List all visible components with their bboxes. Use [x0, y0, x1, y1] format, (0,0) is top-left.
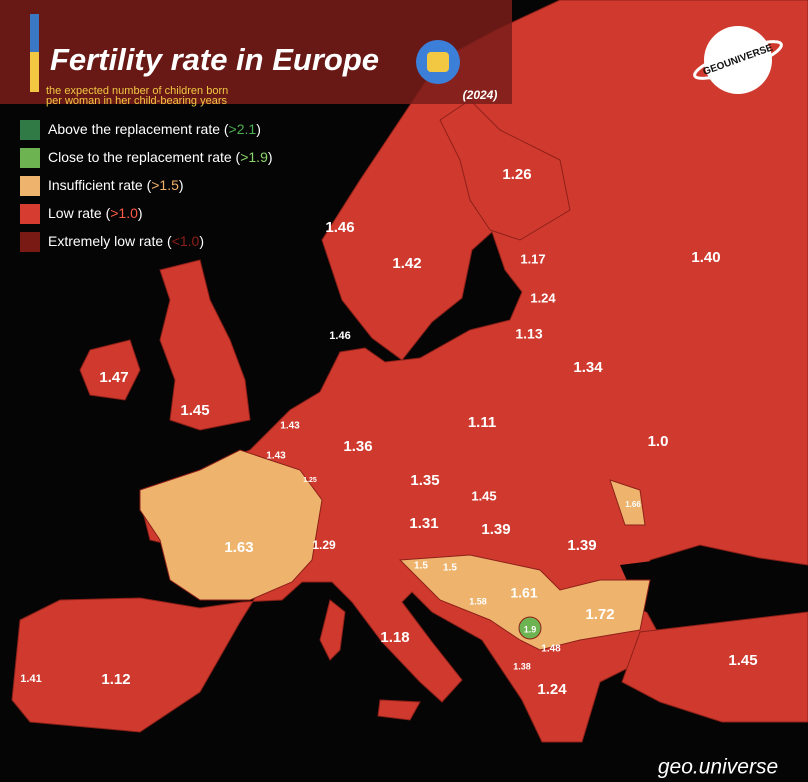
- legend-text: Above the replacement rate (: [48, 121, 229, 137]
- subtitle: the expected number of children born: [46, 85, 228, 97]
- footer-handle: geo.universe: [658, 756, 778, 779]
- country-value: 1.12: [101, 671, 130, 688]
- map-labels: 1.26 1.46 1.42 1.17 1.40 1.24 1.46 1.13 1.47 1.34…: [20, 166, 757, 698]
- legend-threshold: >1.0: [110, 205, 138, 221]
- land: [11, 0, 808, 743]
- country-value: 1.45: [471, 488, 496, 503]
- country-value: 1.11: [468, 414, 496, 431]
- country-value: 1.36: [343, 438, 372, 455]
- legend-label: Close to the replacement rate (>1.9): [48, 149, 273, 165]
- kosovo: [518, 616, 542, 640]
- country-value: 1.58: [469, 596, 487, 606]
- legend-threshold: >1.9: [240, 149, 268, 165]
- country-value: 1.17: [520, 251, 545, 266]
- country-value: 1.47: [99, 369, 128, 386]
- country-value: 1.45: [180, 402, 209, 419]
- legend-swatch: [20, 148, 40, 168]
- title-icon-inner: [427, 52, 449, 72]
- country-value: 1.25: [303, 477, 317, 484]
- legend-label: Extremely low rate (<1.0): [48, 233, 204, 249]
- country-value: 1.24: [530, 290, 556, 305]
- legend-text: ): [199, 233, 204, 249]
- country-value: 1.34: [573, 359, 603, 376]
- brand-ring: [693, 40, 783, 80]
- legend-swatch: [20, 176, 40, 196]
- country-value: 1.46: [325, 219, 354, 236]
- country-value: 1.48: [541, 644, 561, 655]
- country-value: 1.24: [537, 681, 567, 698]
- legend-label: Low rate (>1.0): [48, 205, 143, 221]
- country-value: 1.41: [20, 673, 41, 685]
- country-value: 1.45: [728, 652, 757, 669]
- country-value: 1.18: [380, 629, 409, 646]
- country-value: 1.29: [312, 538, 336, 552]
- country-value: 1.66: [625, 500, 641, 509]
- legend-swatch: [20, 120, 40, 140]
- subtitle: per woman in her child-bearing years: [46, 95, 227, 107]
- country-value: 1.5: [414, 561, 428, 572]
- legend-swatch: [20, 204, 40, 224]
- legend-text: ): [179, 177, 184, 193]
- moldova: [609, 479, 646, 526]
- country-value: 1.39: [481, 521, 510, 538]
- country-value: 1.26: [502, 166, 531, 183]
- country-value: 1.72: [585, 606, 614, 623]
- balkans: [398, 554, 651, 651]
- legend-text: ): [256, 121, 261, 137]
- legend-text: ): [138, 205, 143, 221]
- country-value: 1.38: [513, 661, 531, 671]
- flag-blue: [30, 14, 39, 52]
- legend-threshold: >1.5: [151, 177, 179, 193]
- country-value: 1.46: [329, 330, 350, 342]
- country-value: 1.39: [567, 537, 596, 554]
- country-value: 1.35: [410, 472, 439, 489]
- country-value: 1.63: [224, 539, 253, 556]
- title: Fertility rate in Europe: [50, 42, 379, 77]
- country-value: 1.5: [443, 563, 457, 574]
- legend-text: Low rate (: [48, 205, 111, 221]
- legend-text: Extremely low rate (: [48, 233, 172, 249]
- country-value: 1.9: [524, 624, 537, 634]
- france: [139, 449, 323, 601]
- flag-yellow: [30, 52, 39, 92]
- legend: Above the replacement rate (>2.1)Close t…: [20, 120, 273, 252]
- legend-text: Close to the replacement rate (: [48, 149, 241, 165]
- country-value: 1.40: [691, 249, 720, 266]
- legend-threshold: <1.0: [172, 233, 200, 249]
- country-value: 1.0: [648, 433, 669, 450]
- country-value: 1.61: [510, 585, 537, 601]
- legend-text: ): [268, 149, 273, 165]
- country-value: 1.31: [409, 515, 438, 532]
- country-value: 1.43: [280, 421, 300, 432]
- legend-swatch: [20, 232, 40, 252]
- country-value: 1.43: [266, 451, 286, 462]
- legend-label: Insufficient rate (>1.5): [48, 177, 184, 193]
- legend-label: Above the replacement rate (>2.1): [48, 121, 261, 137]
- legend-text: Insufficient rate (: [48, 177, 152, 193]
- year: (2024): [463, 88, 498, 102]
- legend-threshold: >2.1: [229, 121, 257, 137]
- country-value: 1.42: [392, 255, 421, 272]
- country-value: 1.13: [515, 326, 542, 342]
